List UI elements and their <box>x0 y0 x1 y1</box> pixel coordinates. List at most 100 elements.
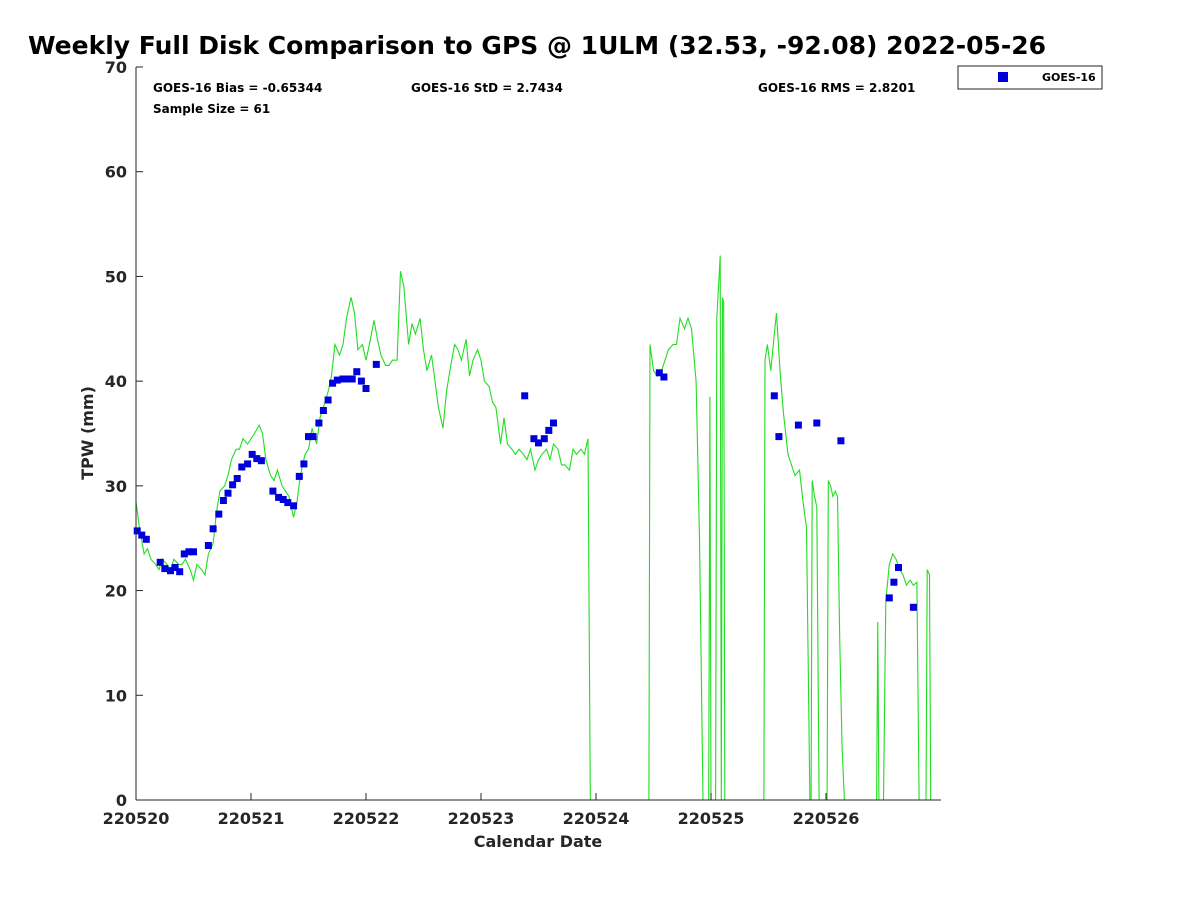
chart-title: Weekly Full Disk Comparison to GPS @ 1UL… <box>28 31 1046 60</box>
y-tick-label: 40 <box>105 372 127 391</box>
goes-point <box>837 437 845 445</box>
goes-point <box>133 527 141 535</box>
goes-series <box>133 360 917 611</box>
goes-point <box>219 497 227 504</box>
y-tick-label: 50 <box>105 267 127 286</box>
goes-point <box>309 433 317 441</box>
goes-point <box>248 450 256 458</box>
goes-point <box>794 421 802 429</box>
x-ticks: 220520 220521 220522 220523 220524 220525 2205… <box>103 793 860 828</box>
y-ticks: 0 10 20 30 40 50 60 70 <box>105 58 143 810</box>
goes-point <box>290 502 298 510</box>
goes-point <box>909 603 917 611</box>
gps-line-segment <box>708 396 712 801</box>
goes-point <box>279 496 287 503</box>
goes-point <box>357 377 365 385</box>
goes-point <box>238 463 246 471</box>
goes-point <box>229 481 237 489</box>
goes-point <box>521 392 529 400</box>
goes-point <box>224 489 232 497</box>
goes-point <box>176 568 184 576</box>
gps-line-segment <box>876 621 880 801</box>
legend-label-goes: GOES-16 <box>1042 71 1096 84</box>
goes-point <box>156 558 164 566</box>
gps-line-segment <box>810 480 820 801</box>
goes-point <box>344 375 352 383</box>
y-tick-label: 60 <box>105 163 127 182</box>
goes-point <box>167 567 174 575</box>
goes-point <box>319 407 327 414</box>
goes-point <box>300 460 308 468</box>
goes-point <box>362 385 370 392</box>
goes-point <box>315 419 323 427</box>
goes-point <box>550 419 557 427</box>
goes-point <box>269 487 277 495</box>
goes-point <box>333 376 341 384</box>
y-tick-label: 0 <box>116 791 127 810</box>
goes-point <box>885 594 893 602</box>
stat-bias: GOES-16 Bias = -0.65344 <box>153 81 322 95</box>
goes-point <box>295 472 303 480</box>
legend-box <box>957 65 1103 90</box>
goes-point <box>540 435 548 443</box>
x-tick-label: 220526 <box>793 809 860 828</box>
x-tick-label: 220520 <box>103 809 170 828</box>
x-tick-label: 220524 <box>563 809 630 828</box>
goes-point <box>372 360 380 368</box>
gps-line-segment <box>135 271 591 801</box>
stat-sample-size: Sample Size = 61 <box>153 102 270 116</box>
gps-line-segment <box>882 552 920 801</box>
goes-point <box>324 396 332 404</box>
goes-point <box>253 455 261 463</box>
goes-point <box>530 435 538 443</box>
goes-point <box>257 457 265 465</box>
goes-point <box>142 535 150 543</box>
goes-point <box>171 564 179 571</box>
goes-point <box>284 499 292 507</box>
y-tick-label: 20 <box>105 582 127 601</box>
goes-point <box>895 564 902 571</box>
stat-std: GOES-16 StD = 2.7434 <box>411 81 563 95</box>
goes-point <box>161 565 169 573</box>
stat-rms: GOES-16 RMS = 2.8201 <box>758 81 915 95</box>
axes: 0 10 20 30 40 50 60 70 220520 220521 220522 220523… <box>103 58 941 828</box>
gps-line-segment <box>715 255 728 801</box>
goes-point <box>353 368 361 376</box>
y-axis-label: TPW (mm) <box>78 386 97 480</box>
goes-point <box>339 375 347 383</box>
goes-point <box>233 475 241 482</box>
gps-line-segment <box>648 316 706 801</box>
goes-point <box>204 542 212 549</box>
legend: GOES-16 <box>957 65 1103 90</box>
goes-point <box>305 433 312 441</box>
goes-point <box>138 531 146 539</box>
goes-point <box>215 510 223 518</box>
goes-point <box>329 379 337 387</box>
x-tick-label: 220521 <box>218 809 285 828</box>
goes-point <box>180 550 188 558</box>
x-tick-label: 220523 <box>448 809 515 828</box>
goes-point <box>655 369 663 377</box>
goes-point <box>660 373 668 381</box>
goes-point <box>209 525 217 533</box>
goes-point <box>890 578 898 586</box>
x-tick-label: 220525 <box>678 809 745 828</box>
goes-point <box>770 392 778 400</box>
goes-point <box>275 493 283 501</box>
x-axis-label: Calendar Date <box>474 832 603 851</box>
gps-line-segment <box>763 313 811 801</box>
gps-series <box>135 255 932 801</box>
y-tick-label: 70 <box>105 58 127 77</box>
goes-point <box>185 548 193 556</box>
x-tick-label: 220522 <box>333 809 400 828</box>
goes-point <box>190 548 197 556</box>
y-tick-label: 10 <box>105 686 127 705</box>
gps-line-segment <box>826 480 845 801</box>
goes-point <box>348 375 356 383</box>
goes-point <box>775 433 783 441</box>
gps-line-segment <box>925 569 932 801</box>
goes-point <box>813 419 821 427</box>
stats-panel: GOES-16 Bias = -0.65344 GOES-16 StD = 2.… <box>153 81 915 116</box>
goes-point <box>244 460 252 468</box>
